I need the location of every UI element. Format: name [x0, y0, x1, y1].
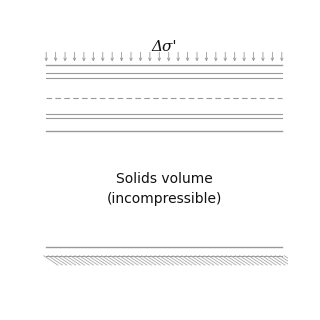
Text: Solids volume: Solids volume: [116, 172, 212, 186]
Text: (incompressible): (incompressible): [106, 192, 222, 205]
Text: Δσ': Δσ': [151, 40, 177, 54]
